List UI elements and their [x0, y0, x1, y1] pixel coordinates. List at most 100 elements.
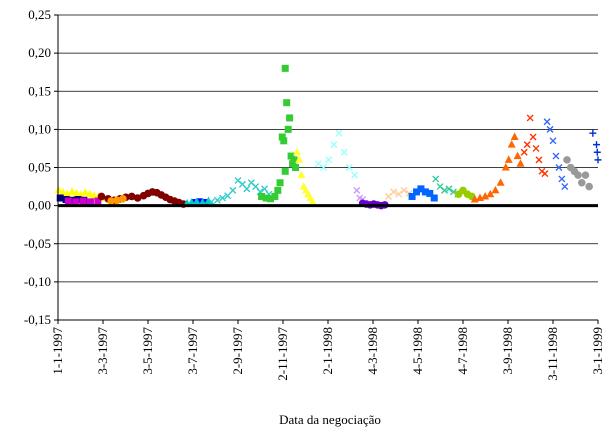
data-point	[72, 198, 80, 206]
data-point	[68, 187, 77, 195]
data-point	[297, 170, 306, 179]
y-tick-label: -0,05	[24, 236, 51, 251]
data-point	[63, 189, 72, 198]
data-point	[281, 167, 289, 175]
data-point	[283, 99, 291, 107]
data-point	[314, 160, 322, 168]
data-point	[286, 114, 294, 122]
data-point	[271, 192, 279, 200]
data-point	[491, 185, 500, 194]
data-point	[501, 163, 510, 171]
data-point	[581, 171, 590, 179]
data-point	[262, 194, 270, 202]
x-tick-label: 3-9-1998	[500, 327, 515, 375]
data-point	[119, 194, 127, 203]
data-point	[85, 189, 94, 198]
data-point	[278, 133, 286, 141]
data-point	[543, 118, 551, 126]
y-tick-labels: -0,15 -0,10 -0,05 0,00 0,05 0,10 0,15 0,20 0,25	[24, 7, 51, 327]
data-point	[507, 140, 516, 148]
data-point	[390, 188, 398, 196]
data-point	[295, 155, 304, 163]
data-point	[481, 191, 490, 200]
data-point	[585, 182, 593, 191]
data-point	[555, 164, 563, 171]
data-point	[516, 159, 525, 167]
data-point	[526, 114, 534, 122]
x-tick-label: 4-3-1998	[365, 327, 380, 375]
data-point	[510, 132, 519, 140]
data-point	[72, 188, 81, 197]
data-point	[335, 129, 343, 137]
data-point	[430, 194, 438, 202]
data-point	[79, 197, 87, 205]
data-point	[292, 164, 300, 171]
data-point	[284, 125, 292, 133]
data-point	[56, 194, 64, 202]
x-tick-label: 1-1-1997	[50, 327, 65, 375]
data-point	[86, 198, 94, 206]
y-tick-label: 0,10	[28, 121, 51, 136]
data-point	[127, 192, 136, 201]
data-point	[574, 171, 582, 179]
data-point	[417, 185, 425, 193]
x-tick-label: 3-7-1997	[185, 327, 200, 375]
data-point	[59, 188, 68, 196]
data-point	[330, 141, 338, 149]
x-axis-label: Data da negociação	[279, 412, 381, 427]
y-tick-label: -0,10	[24, 274, 51, 289]
data-point	[523, 141, 531, 149]
data-point	[94, 197, 102, 205]
data-point	[340, 148, 348, 156]
y-tick-label: 0,05	[28, 160, 51, 175]
x-tick-label: 4-7-1998	[455, 327, 470, 375]
data-point	[345, 164, 353, 171]
x-tick-label: 3-5-1997	[140, 327, 155, 375]
data-point	[219, 194, 227, 202]
data-point	[535, 156, 543, 164]
data-point	[54, 185, 63, 194]
data-point	[594, 156, 602, 164]
y-tick-label: -0,15	[24, 312, 51, 327]
x-tick-label: 3-11-1998	[545, 327, 560, 381]
data-point	[577, 178, 586, 187]
data-point	[532, 144, 540, 152]
data-point	[113, 196, 121, 205]
data-point	[421, 188, 429, 196]
data-point	[258, 192, 266, 200]
data-point	[504, 155, 513, 163]
axes	[54, 14, 599, 324]
data-point	[445, 185, 453, 193]
data-point	[266, 195, 274, 203]
data-point	[558, 175, 566, 183]
data-point	[97, 192, 106, 201]
data-point	[408, 192, 416, 200]
data-point	[529, 133, 537, 141]
data-point	[293, 147, 302, 156]
x-tick-label: 4-5-1998	[410, 327, 425, 375]
data-point	[224, 192, 232, 200]
data-point	[486, 189, 495, 198]
x-tick-labels: 1-1-1997 3-3-1997 3-5-1997 3-7-1997 2-9-1997…	[50, 327, 602, 381]
data-point	[593, 148, 601, 156]
data-point	[289, 160, 297, 168]
data-point	[274, 186, 282, 194]
x-tick-label: 2-1-1998	[320, 327, 335, 375]
data-point	[546, 125, 554, 133]
data-point	[513, 151, 522, 160]
data-point	[432, 175, 440, 183]
data-point	[229, 186, 237, 194]
data-point	[541, 170, 549, 178]
x-tick-label: 2-11-1997	[275, 327, 290, 381]
data-point	[563, 156, 571, 164]
x-tick-label: 3-3-1997	[95, 327, 110, 375]
data-point	[280, 137, 288, 145]
data-point	[552, 152, 560, 160]
data-point	[320, 164, 328, 171]
data-point	[441, 186, 449, 194]
data-point	[589, 129, 597, 137]
data-point	[207, 198, 215, 206]
data-point	[287, 152, 295, 160]
